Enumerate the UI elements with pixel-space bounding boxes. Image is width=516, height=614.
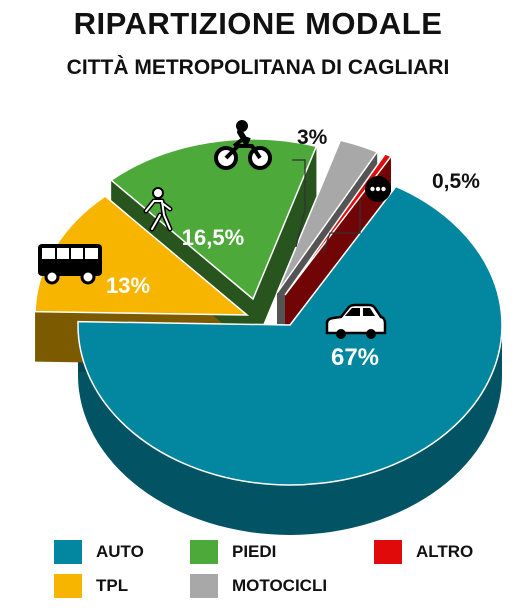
motorcycle-icon bbox=[214, 120, 272, 170]
data-label-moto: 3% bbox=[297, 126, 328, 149]
slice-altro bbox=[284, 153, 393, 296]
bus-icon bbox=[38, 244, 102, 285]
more-dots-icon bbox=[365, 176, 391, 202]
pedestrian-icon bbox=[143, 187, 173, 232]
car-icon bbox=[325, 303, 387, 339]
chart-title: RIPARTIZIONE MODALE bbox=[73, 6, 443, 41]
slice-auto bbox=[77, 185, 503, 486]
slice-moto bbox=[276, 139, 379, 294]
data-label-piedi: 16,5% bbox=[182, 225, 244, 250]
slice-piedi bbox=[109, 138, 318, 301]
slice-cut-piedi-1 bbox=[253, 146, 317, 349]
data-label-tpl: 13% bbox=[106, 273, 150, 298]
leader-line-moto bbox=[292, 159, 306, 248]
data-label-altro: 0,5% bbox=[432, 170, 480, 193]
leader-line-altro bbox=[322, 200, 361, 254]
slice-side-auto bbox=[78, 325, 502, 535]
data-label-auto: 67% bbox=[331, 344, 379, 371]
chart-subtitle: CITTÀ METROPOLITANA DI CAGLIARI bbox=[66, 56, 450, 79]
